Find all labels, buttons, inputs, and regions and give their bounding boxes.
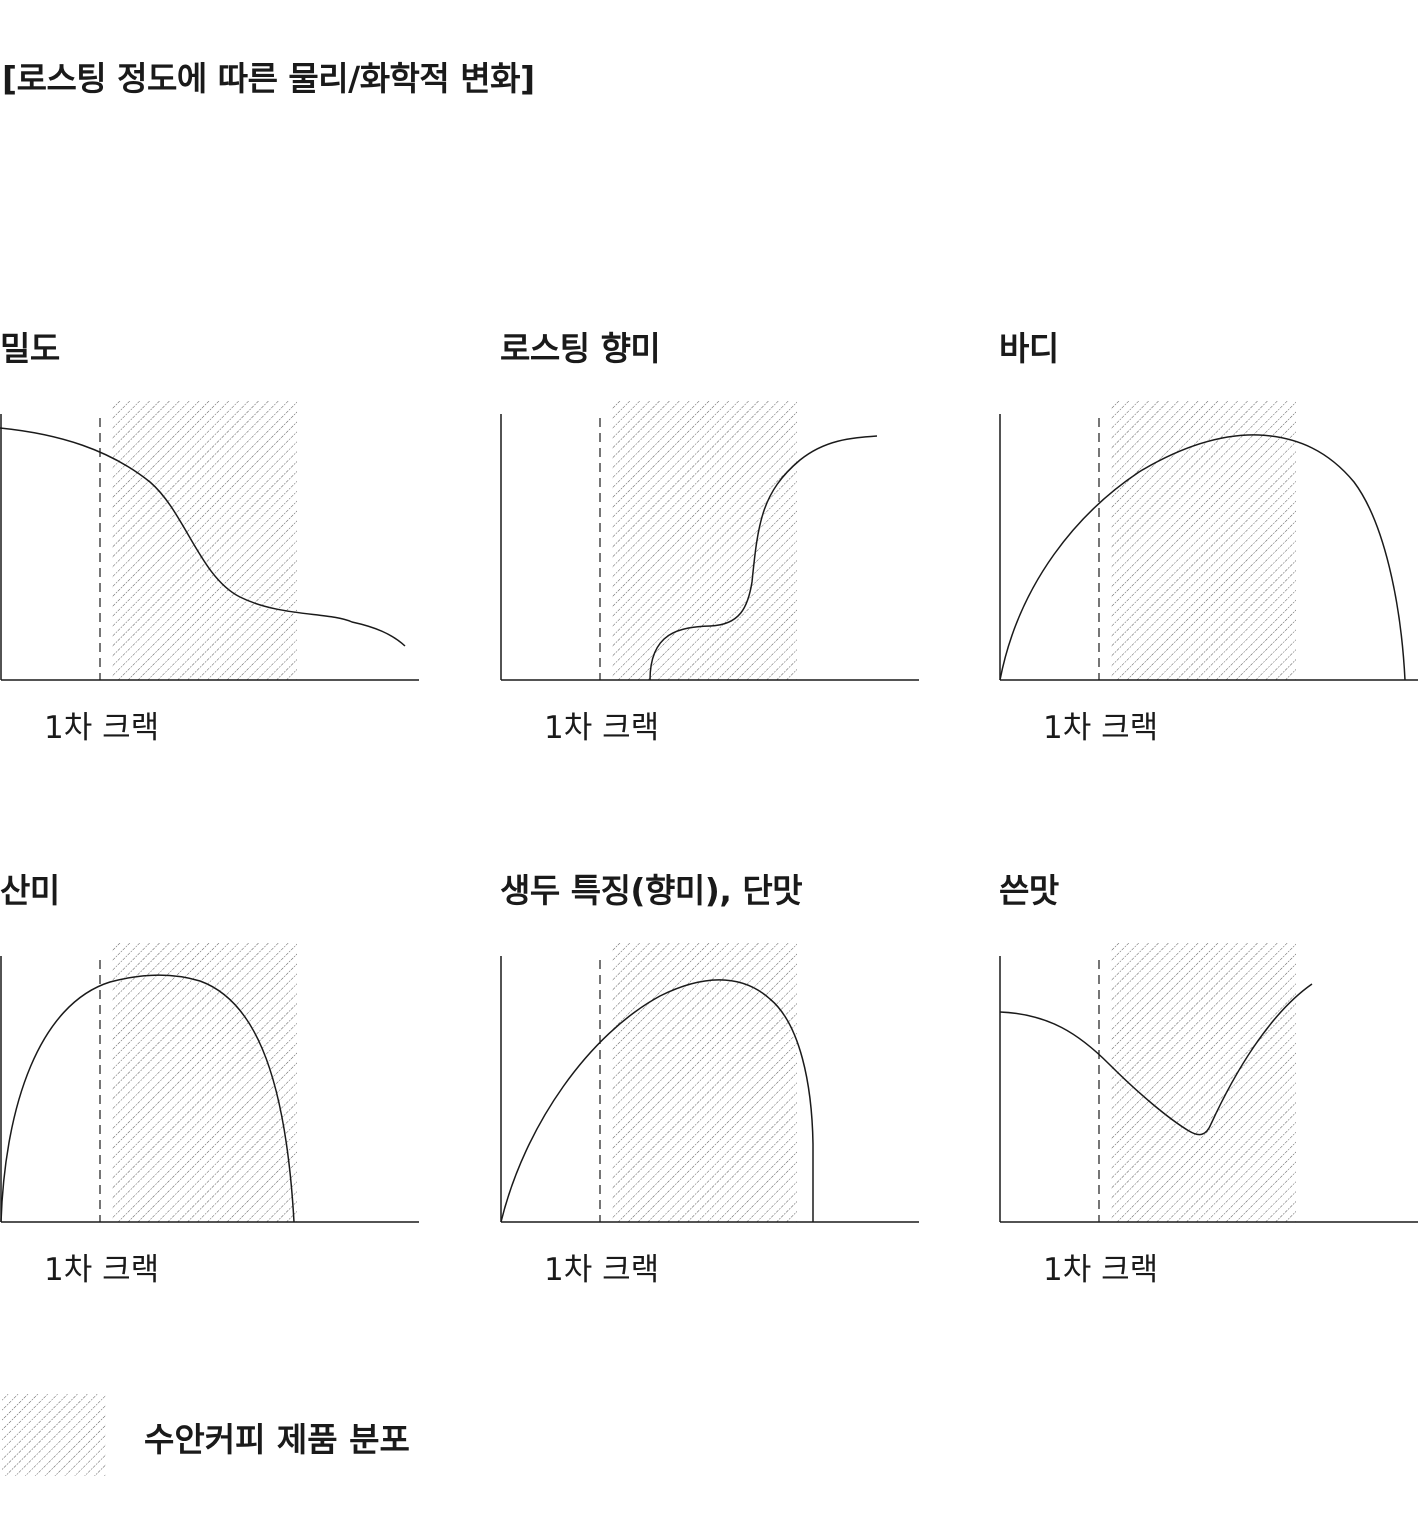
chart-plot	[0, 943, 419, 1223]
chart-plot	[500, 943, 919, 1223]
chart-plot	[999, 401, 1418, 681]
chart-plot	[0, 401, 419, 681]
chart-title: 산미	[0, 871, 60, 910]
first-crack-label: 1차 크랙	[44, 710, 160, 746]
chart-title: 쓴맛	[999, 871, 1059, 910]
chart-title: 바디	[999, 329, 1059, 368]
legend-swatch	[2, 1394, 106, 1476]
chart-bitterness: 쓴맛 1차 크랙	[999, 864, 1419, 1288]
curve	[0, 974, 295, 1223]
curve	[500, 979, 814, 1223]
chart-body: 바디 1차 크랙	[999, 322, 1419, 746]
curve	[999, 983, 1313, 1136]
curve	[0, 427, 406, 647]
product-range	[112, 943, 297, 1222]
first-crack-label: 1차 크랙	[544, 1252, 660, 1288]
product-range	[1111, 401, 1296, 680]
first-crack-label: 1차 크랙	[44, 1252, 160, 1288]
chart-roast-aroma: 로스팅 향미 1차 크랙	[500, 322, 920, 746]
first-crack-label: 1차 크랙	[1043, 710, 1159, 746]
first-crack-label: 1차 크랙	[1043, 1252, 1159, 1288]
product-range	[612, 943, 797, 1222]
chart-title: 생두 특징(향미), 단맛	[500, 871, 803, 910]
curve	[999, 434, 1406, 681]
chart-acidity: 산미 1차 크랙	[0, 864, 420, 1288]
legend-label: 수안커피 제품 분포	[144, 1420, 410, 1459]
product-range	[112, 401, 297, 680]
first-crack-label: 1차 크랙	[544, 710, 660, 746]
chart-density: 밀도 1차 크랙	[0, 322, 420, 746]
chart-title: 밀도	[0, 329, 60, 368]
page-title: [로스팅 정도에 따른 물리/화학적 변화]	[2, 59, 535, 98]
product-range	[1111, 943, 1296, 1222]
legend: 수안커피 제품 분포	[0, 1392, 600, 1482]
curve	[649, 435, 878, 681]
chart-title: 로스팅 향미	[500, 329, 661, 368]
product-range	[612, 401, 797, 680]
chart-plot	[500, 401, 919, 681]
chart-green-bean-sweetness: 생두 특징(향미), 단맛 1차 크랙	[500, 864, 920, 1288]
chart-plot	[999, 943, 1418, 1223]
